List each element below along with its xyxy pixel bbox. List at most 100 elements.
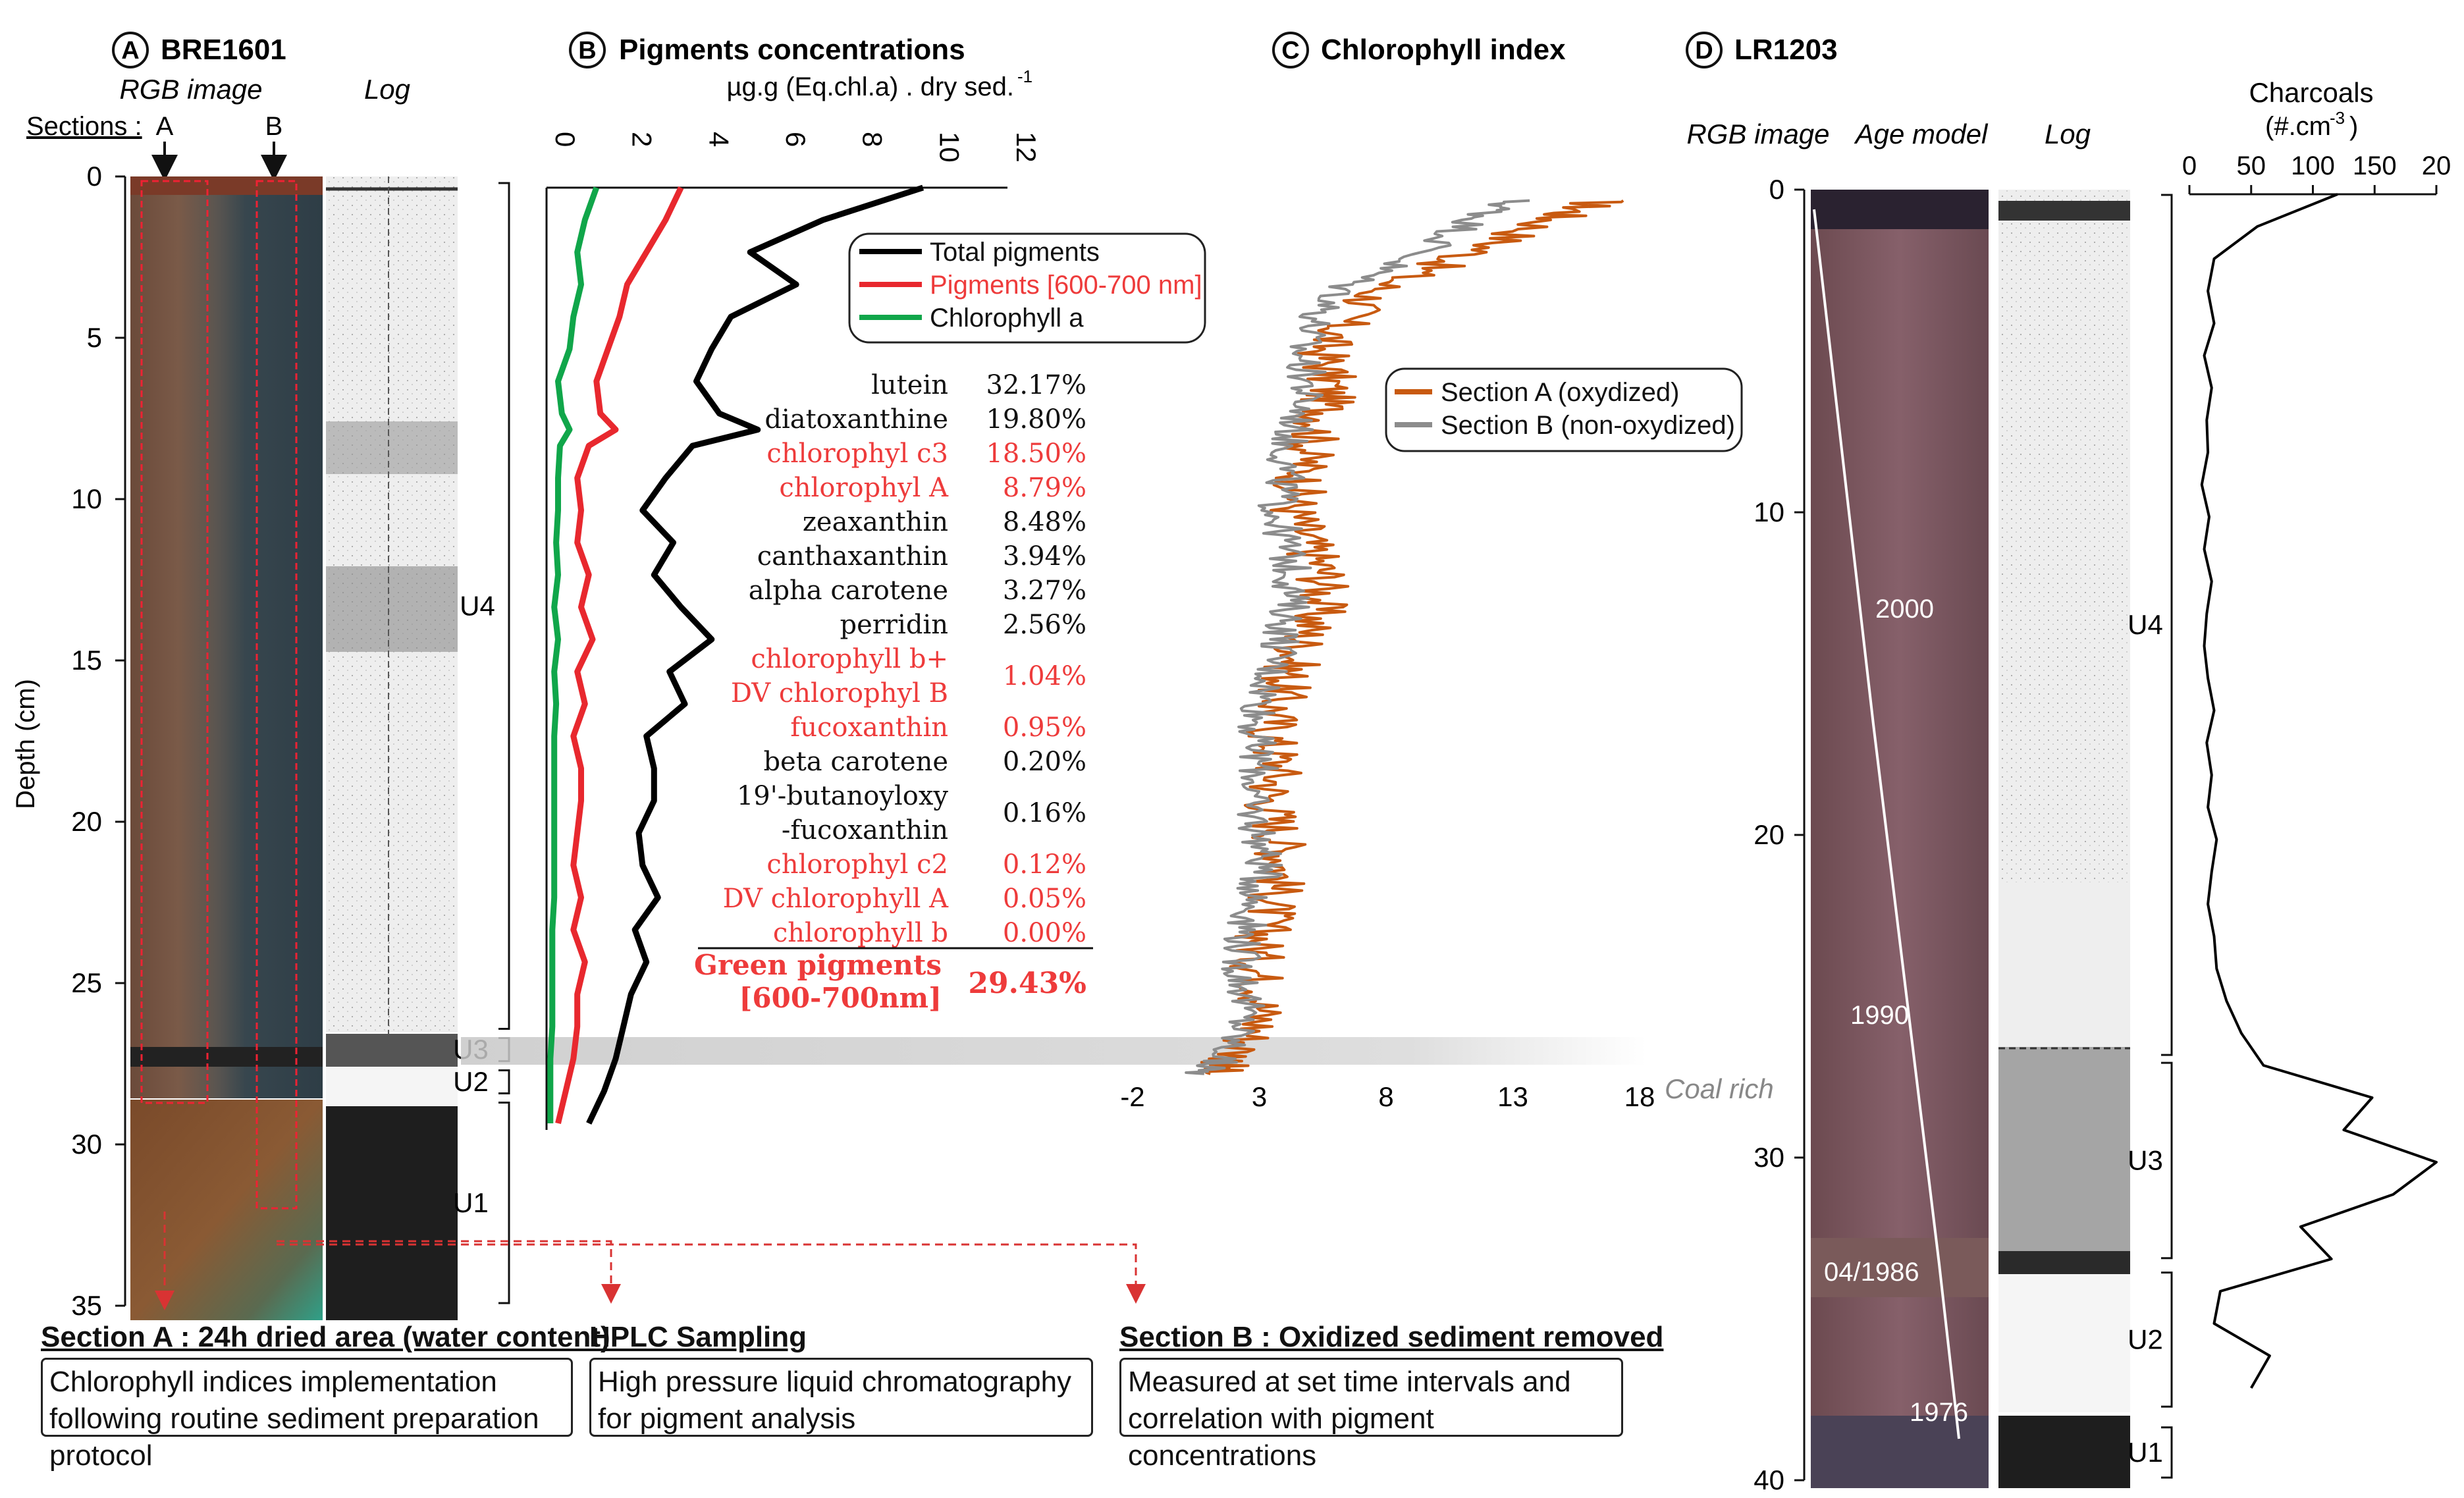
unit-d-label: U2 bbox=[2128, 1324, 2163, 1354]
sections-label: Sections : bbox=[26, 112, 142, 141]
charcoal-tick-label: 0 bbox=[2182, 151, 2197, 180]
pigment-percent: 0.16% bbox=[1003, 798, 1086, 828]
panel-c-title: Chlorophyll index bbox=[1321, 34, 1566, 66]
legend-label: Section B (non-oxydized) bbox=[1441, 411, 1735, 440]
pigment-percent: 3.94% bbox=[1003, 541, 1086, 572]
pigment-percent: 0.95% bbox=[1003, 712, 1086, 743]
green-pigments-label-2: [600-700nm] bbox=[739, 982, 942, 1014]
panel-b-letter: B bbox=[578, 37, 596, 65]
unit-d-label: U3 bbox=[2128, 1144, 2163, 1175]
charcoal-unit: (#.cm bbox=[2265, 112, 2331, 141]
charcoal-tick-label: 100 bbox=[2291, 151, 2335, 180]
core-a-top-band bbox=[130, 176, 323, 195]
pigment-legend bbox=[848, 232, 1206, 344]
core-d-top-band bbox=[1811, 190, 1989, 229]
log-d-u2 bbox=[1998, 1274, 2130, 1412]
pigment-name: 19'-butanoyloxy bbox=[737, 781, 949, 811]
pigment-percent: 0.00% bbox=[1003, 918, 1086, 948]
log-d-u3-dark bbox=[1998, 1251, 2130, 1274]
panel-d-title: LR1203 bbox=[1734, 34, 1838, 66]
depth-a-tick-label: 5 bbox=[87, 322, 102, 353]
section-a-title: Section A : 24h dried area (water conten… bbox=[41, 1321, 610, 1353]
depth-a-tick-label: 0 bbox=[87, 161, 102, 192]
section-b-box: Measured at set time intervals and corre… bbox=[1119, 1358, 1623, 1472]
depth-d-tick-label: 20 bbox=[1754, 819, 1784, 850]
panel-b-badge bbox=[569, 32, 606, 68]
core-d-light-band bbox=[1811, 1238, 1989, 1297]
units-d: U4 U3 U2 U1 bbox=[2128, 194, 2173, 1479]
pigment-x-tick-label: 6 bbox=[780, 132, 811, 147]
pigment-percent: 0.05% bbox=[1003, 884, 1086, 914]
depth-a-tick-label: 30 bbox=[71, 1129, 102, 1160]
pigment-name: chlorophyl c3 bbox=[766, 439, 948, 469]
pigment-name: canthaxanthin bbox=[757, 541, 948, 572]
depth-axis-label-a: Depth (cm) bbox=[11, 679, 40, 809]
pigment-x-tick-label: 12 bbox=[1011, 132, 1042, 163]
log-a-u3 bbox=[326, 1034, 458, 1067]
panel-a-letter: A bbox=[121, 37, 139, 65]
panel-d-log-label: Log bbox=[2045, 119, 2091, 149]
section-b-title: Section B : Oxidized sediment removed bbox=[1119, 1321, 1664, 1353]
depth-a-tick-label: 35 bbox=[71, 1290, 102, 1321]
core-a-coal-band bbox=[130, 1047, 323, 1067]
green-pigments-label-1: Green pigments bbox=[694, 949, 942, 981]
unit-d-bracket bbox=[2161, 1061, 2173, 1260]
pigment-name: chlorophyl A bbox=[779, 473, 949, 503]
panel-d-badge bbox=[1686, 32, 1723, 68]
panel-a-rgb-label: RGB image bbox=[119, 74, 262, 105]
pigment-series-line bbox=[547, 186, 600, 1123]
coal-rich-band bbox=[461, 1037, 1646, 1065]
chlorophyll-index-chart: -2 3 8 13 18 bbox=[1120, 199, 1655, 1112]
charcoal-tick-label: 20 bbox=[2422, 151, 2451, 180]
chlorophyll-x-tick-label: 8 bbox=[1378, 1081, 1393, 1112]
coal-rich-label: Coal rich bbox=[1665, 1073, 1774, 1104]
charcoal-series-line bbox=[2200, 193, 2438, 1389]
log-a-dark-band-2 bbox=[326, 566, 458, 652]
age-model-line bbox=[1813, 209, 1960, 1439]
pigment-x-tick-label: 8 bbox=[857, 132, 888, 147]
chlorophyll-x-tick-label: 18 bbox=[1624, 1081, 1655, 1112]
panel-d-age-label: Age model bbox=[1854, 119, 1989, 149]
depth-d-tick-label: 10 bbox=[1754, 496, 1784, 527]
chlorophyll-series-line bbox=[1185, 199, 1530, 1075]
log-d-u4-lower bbox=[1998, 882, 2130, 1047]
panel-b-unit: µg.g (Eq.chl.a) . dry sed. bbox=[726, 72, 1014, 101]
chlorophyll-series-line bbox=[1200, 199, 1624, 1075]
core-a-bottom bbox=[130, 1100, 323, 1320]
panel-a-title: BRE1601 bbox=[161, 34, 286, 66]
depth-d-tick-label: 0 bbox=[1769, 174, 1784, 205]
pigment-percent: 19.80% bbox=[986, 404, 1086, 435]
section-a-box: Chlorophyll indices implementation follo… bbox=[41, 1358, 573, 1472]
section-b-arrow-connector bbox=[277, 1243, 1146, 1304]
log-a-u2 bbox=[326, 1067, 458, 1106]
age-label: 2000 bbox=[1875, 595, 1934, 624]
section-a-label: A bbox=[156, 112, 174, 141]
pigment-name: lutein bbox=[871, 370, 948, 400]
panel-b: B Pigments concentrations µg.g (Eq.chl.a… bbox=[545, 32, 1206, 1130]
pigment-percent: 0.20% bbox=[1003, 747, 1086, 777]
panel-a-log-label: Log bbox=[364, 74, 410, 105]
unit-a-label: U1 bbox=[453, 1187, 489, 1218]
chlorophyll-x-tick-label: 3 bbox=[1252, 1081, 1267, 1112]
pigment-percent: 8.48% bbox=[1003, 507, 1086, 537]
pigment-series-line bbox=[555, 186, 684, 1125]
pigment-name: perridin bbox=[840, 610, 948, 640]
unit-d-label: U4 bbox=[2128, 609, 2163, 640]
hplc-title: HPLC Sampling bbox=[589, 1321, 807, 1353]
unit-d-bracket bbox=[2161, 1426, 2173, 1479]
depth-ticks-a: 0 5 10 15 20 25 30 35 bbox=[71, 161, 126, 1321]
depth-ticks-d: 0 10 20 30 40 bbox=[1754, 174, 1806, 1495]
panel-d: D LR1203 RGB image Age model Log Charcoa… bbox=[1686, 32, 2451, 1495]
pigment-name: DV chlorophyll A bbox=[723, 884, 949, 914]
chlorophyll-legend-items: Section A (oxydized) Section B (non-oxydi… bbox=[1395, 378, 1735, 440]
depth-a-tick-label: 10 bbox=[71, 483, 102, 514]
age-label: 1976 bbox=[1910, 1398, 1968, 1427]
pigment-percent: 18.50% bbox=[986, 439, 1086, 469]
legend-label: Total pigments bbox=[930, 238, 1100, 267]
pigment-percent: 8.79% bbox=[1003, 473, 1086, 503]
log-d-top-band bbox=[1998, 201, 2130, 221]
log-a-u1 bbox=[326, 1106, 458, 1320]
pigment-name: beta carotene bbox=[763, 747, 948, 777]
pigment-name: chlorophyl c2 bbox=[766, 849, 948, 880]
